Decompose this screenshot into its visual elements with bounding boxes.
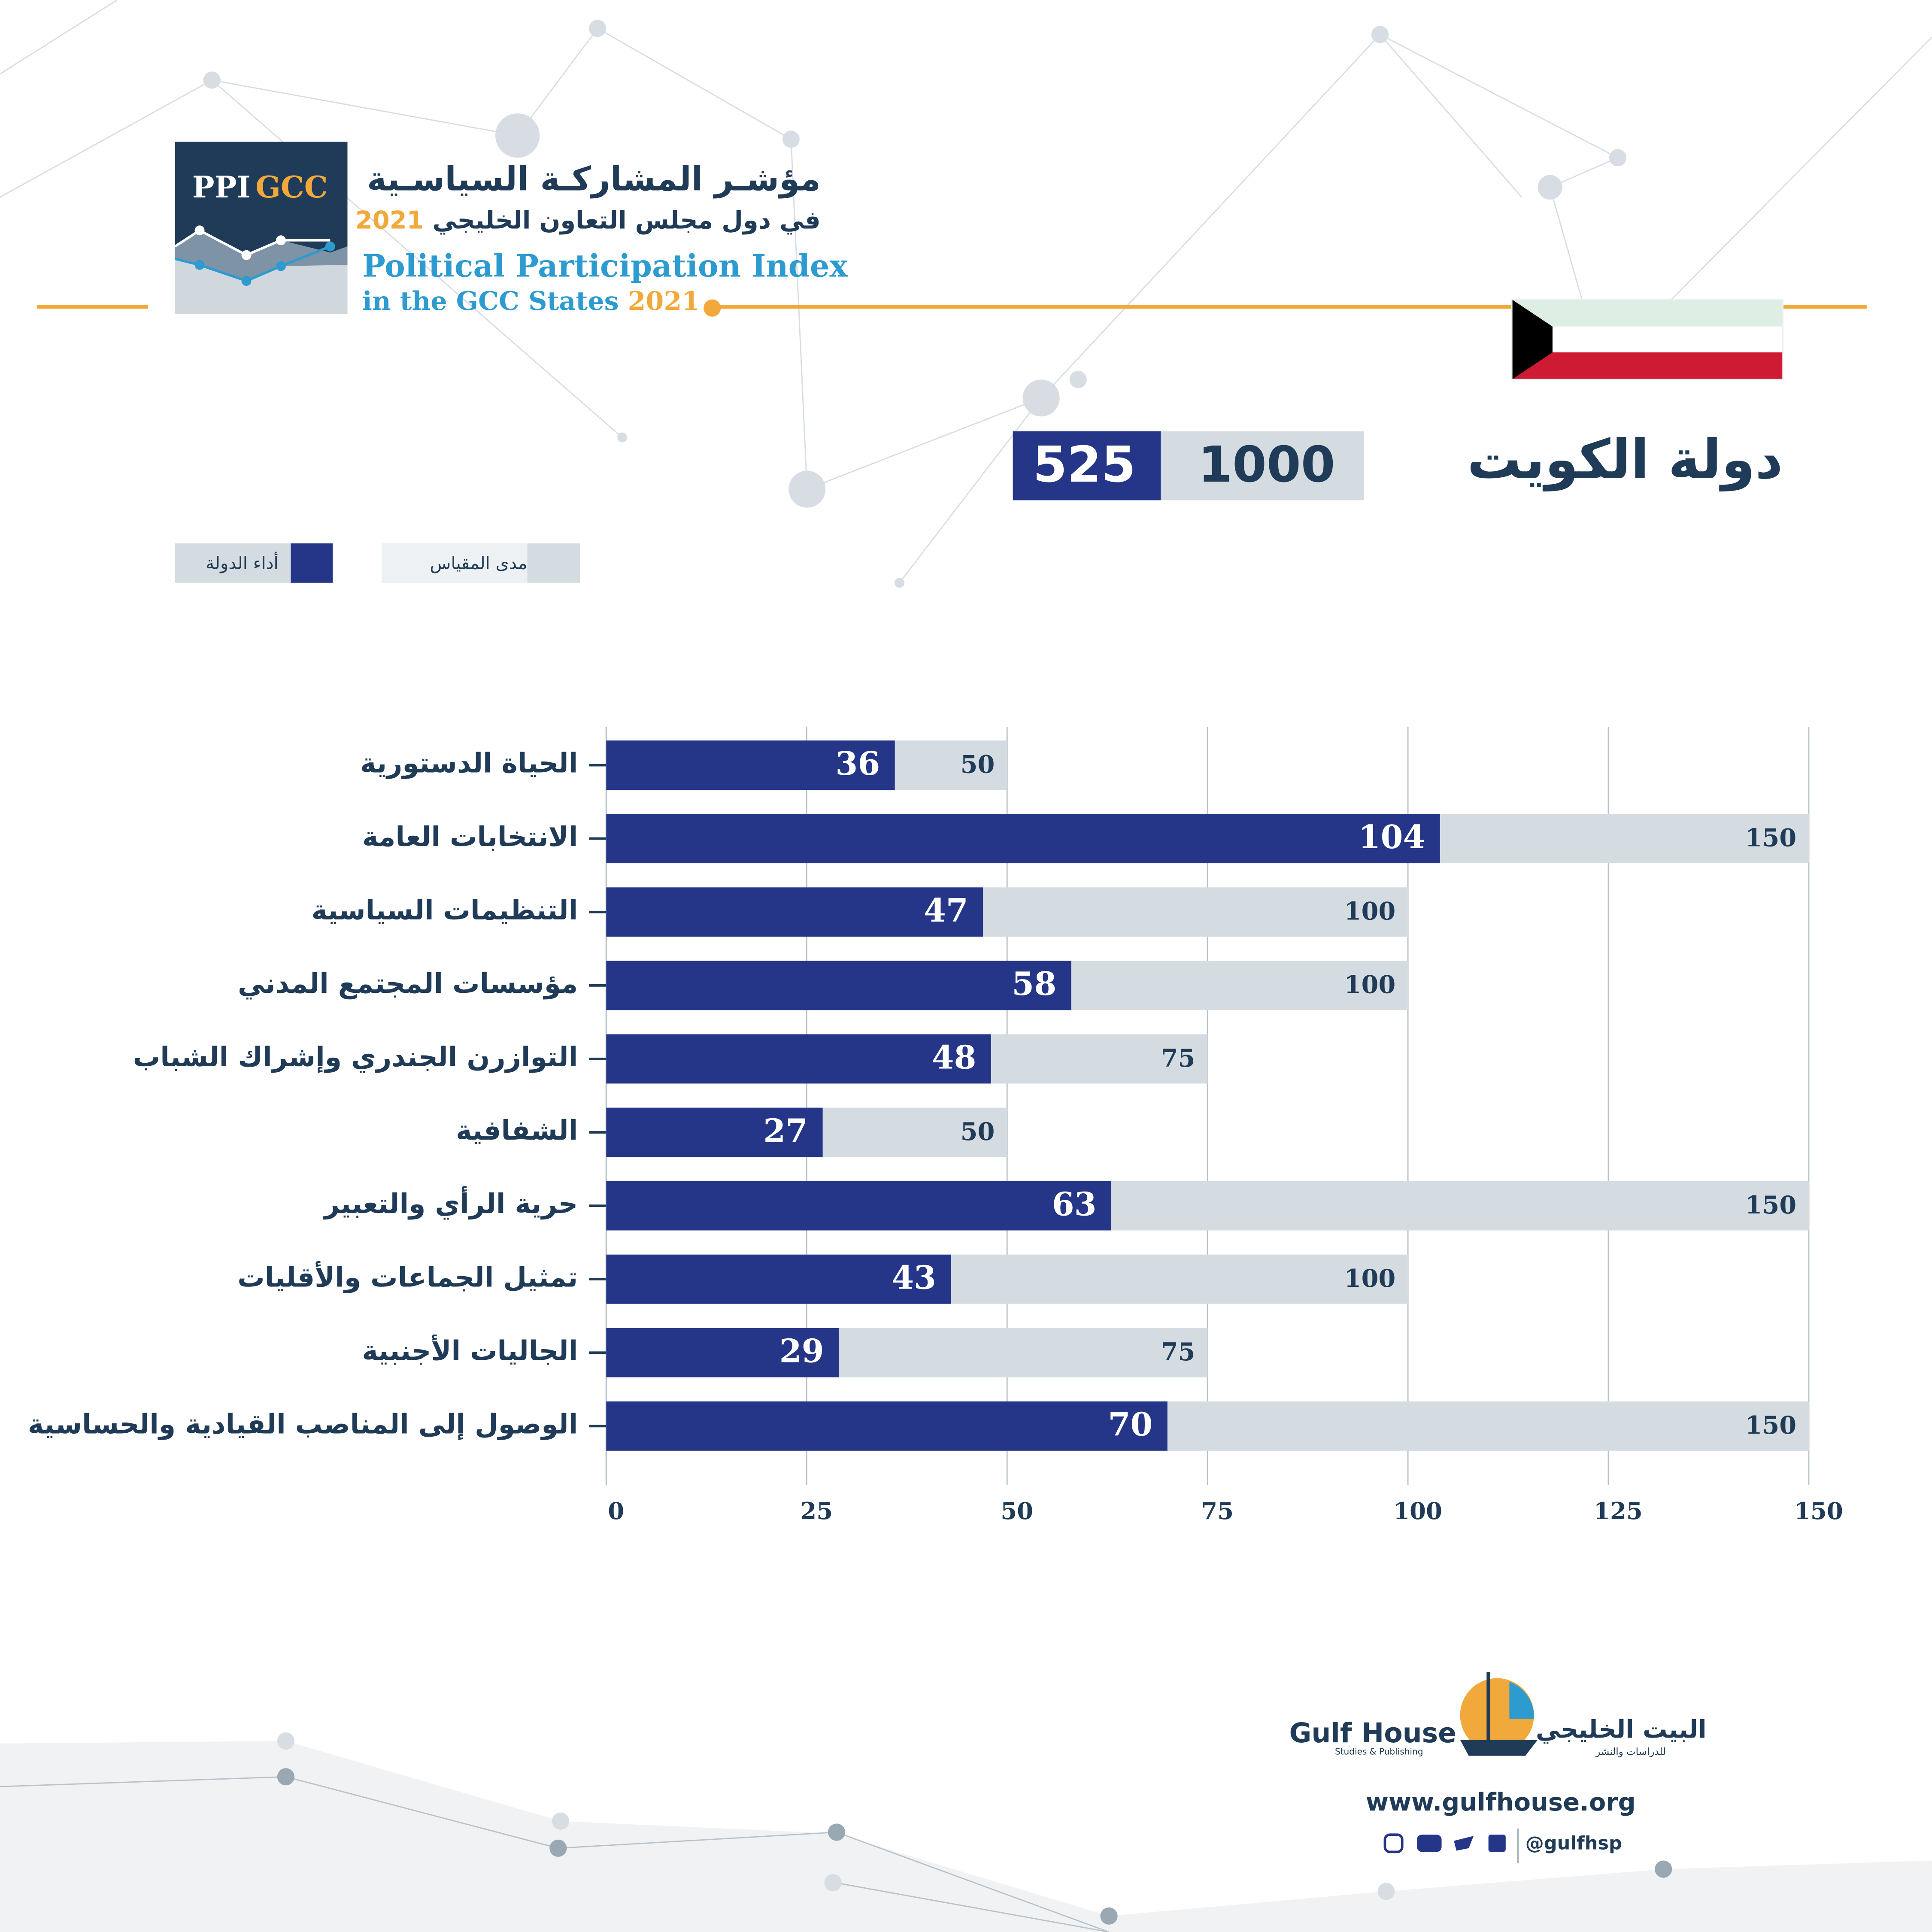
logo: PPI GCC (174, 142, 348, 314)
score-label: 70 (1108, 1406, 1153, 1444)
score-label: 29 (779, 1332, 824, 1370)
logo-text: PPI GCC (192, 170, 328, 205)
range-label: 100 (1344, 897, 1396, 926)
subtitle-en-text: in the GCC States (362, 286, 619, 316)
x-tick-label: 50 (1001, 1497, 1033, 1525)
title-ar: مؤشـر المشاركـة السياسـية (367, 160, 821, 198)
score-label: 27 (763, 1112, 808, 1149)
max-score: 1000 (1198, 436, 1335, 494)
category-label: مؤسسات المجتمع المدني (238, 968, 578, 1000)
range-label: 150 (1745, 1410, 1796, 1440)
bar-chart: أداء الدولة مدى المقياس 0 25 50 75 100 125 150 ال… (28, 543, 1843, 1525)
network-nodes (203, 19, 1672, 1925)
country-name: دولة الكويت (1467, 428, 1783, 491)
x-tick-label: 125 (1594, 1497, 1643, 1525)
score-label: 43 (892, 1259, 936, 1297)
footer-logo: Gulf House Studies & Publishing البيت ال… (1289, 1672, 1707, 1757)
x-tick-label: 150 (1794, 1497, 1843, 1525)
category-label: التوازرن الجندري وإشراك الشباب (133, 1041, 578, 1073)
score-bar (606, 814, 1440, 864)
header-rule-dot (704, 299, 721, 317)
score-label: 36 (835, 745, 880, 783)
category-label: الشفافية (456, 1114, 578, 1146)
subtitle-ar: في دول مجلس التعاون الخليجي 2021 (355, 206, 821, 235)
category-label: التنظيمات السياسية (311, 894, 578, 926)
range-label: 50 (961, 1117, 995, 1146)
title-en: Political Participation Index (362, 248, 848, 284)
score: 525 (1033, 436, 1136, 494)
score-bar (606, 1401, 1168, 1451)
score-bar (606, 1254, 951, 1304)
range-label: 100 (1344, 1264, 1396, 1293)
range-label: 100 (1344, 970, 1396, 999)
score-label: 58 (1012, 965, 1056, 1003)
score-bar (606, 1328, 839, 1377)
year: 2021 (355, 206, 424, 234)
category-label: الانتخابات العامة (362, 821, 578, 852)
score-bar (606, 887, 983, 937)
x-tick-label: 25 (800, 1497, 833, 1525)
score-bar (606, 961, 1071, 1010)
x-tick-label: 100 (1393, 1497, 1442, 1525)
handle[interactable]: @gulfhsp (1526, 1833, 1622, 1854)
score-box (1013, 431, 1161, 500)
x-tick-label: 75 (1201, 1497, 1234, 1525)
category-label: الحياة الدستورية (360, 747, 578, 779)
score-label: 104 (1359, 818, 1425, 856)
range-label: 75 (1161, 1043, 1195, 1073)
score-label: 48 (932, 1038, 977, 1076)
kuwait-flag (1511, 299, 1784, 380)
website[interactable]: www.gulfhouse.org (1366, 1788, 1636, 1817)
subtitle-en: in the GCC States 2021 (362, 286, 700, 316)
max-score-box (1161, 431, 1364, 500)
range-label: 75 (1161, 1337, 1195, 1366)
year: 2021 (628, 286, 700, 316)
score-bar (606, 1107, 823, 1157)
category-label: الوصول إلى المناصب القيادية والحساسية (28, 1408, 578, 1440)
brand-ar-sub: للدراسات والنشر (1595, 1746, 1666, 1757)
category-label: تمثيل الجماعات والأقليات (237, 1261, 578, 1293)
score-label: 47 (924, 892, 968, 929)
logo-right: GCC (255, 170, 328, 205)
legend-label: أداء الدولة (206, 552, 279, 573)
brand-en: Gulf House (1289, 1717, 1456, 1749)
range-label: 150 (1745, 823, 1796, 852)
score-label: 63 (1052, 1185, 1097, 1223)
range-label: 150 (1745, 1190, 1796, 1219)
score-bar (606, 740, 895, 790)
brand-en-sub: Studies & Publishing (1335, 1746, 1423, 1756)
score-bar (606, 1034, 991, 1084)
logo-left: PPI (192, 170, 251, 205)
subtitle-ar-text: في دول مجلس التعاون الخليجي (432, 206, 820, 235)
legend-label-box (175, 543, 291, 583)
category-label: الجاليات الأجنبية (362, 1334, 578, 1366)
category-label: حرية الرأي والتعبير (323, 1186, 578, 1220)
x-tick-label: 0 (608, 1497, 624, 1525)
social-icons (1383, 1828, 1519, 1863)
legend-label: مدى المقياس (430, 554, 527, 573)
score-bar (606, 1181, 1111, 1231)
range-label: 50 (961, 749, 995, 779)
brand-ar: البيت الخليجي (1536, 1715, 1707, 1744)
legend-swatch (291, 543, 333, 583)
legend-label-box (382, 543, 528, 583)
